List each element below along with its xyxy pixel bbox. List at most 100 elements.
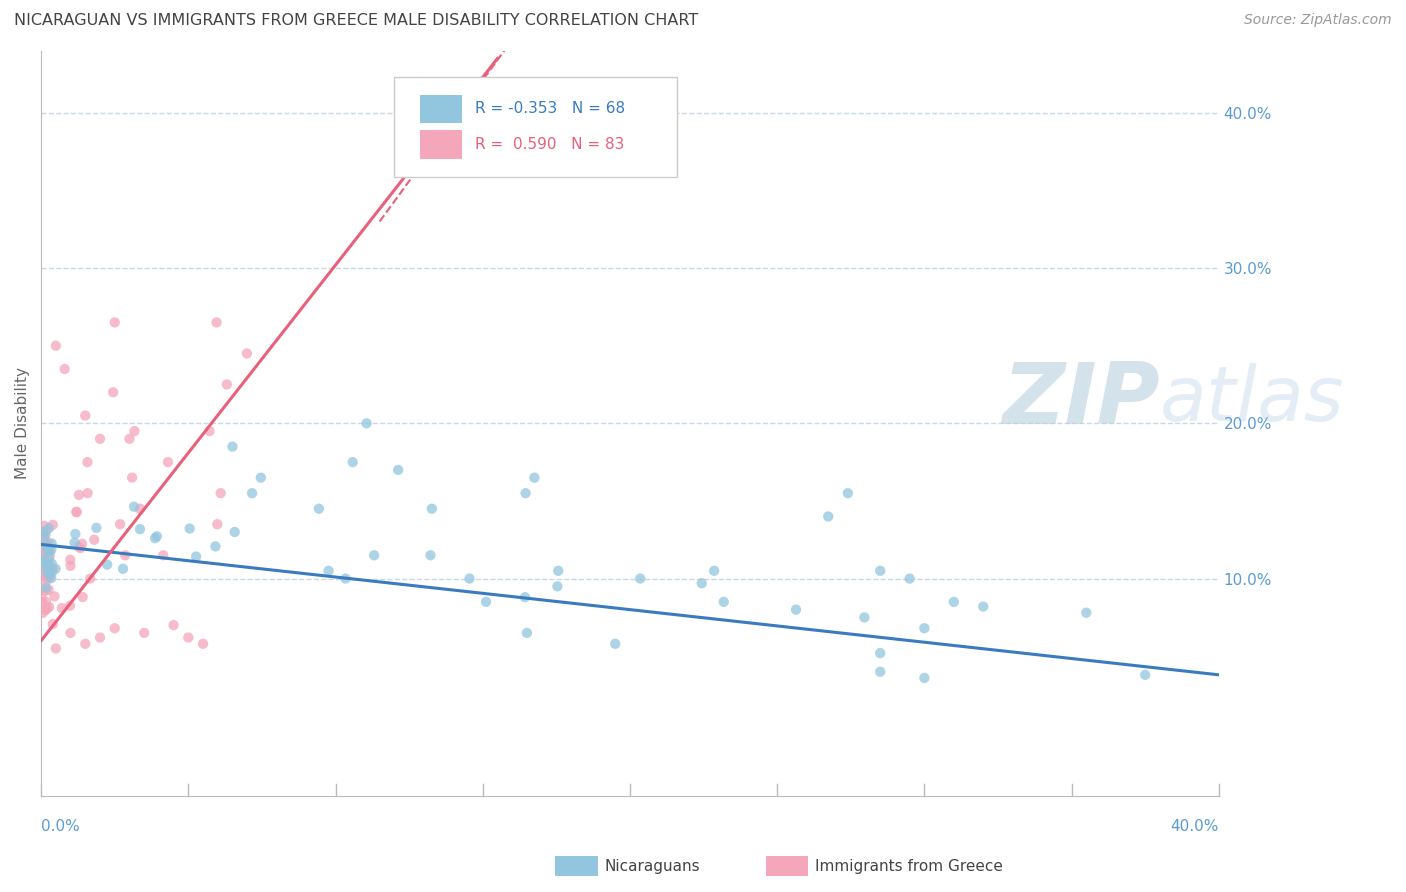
Point (59, 558, 82, 573)
Point (59, 599, 82, 613)
Point (104, 621, 127, 635)
Text: Source: ZipAtlas.com: Source: ZipAtlas.com (1244, 13, 1392, 28)
Point (35, 583, 58, 598)
Point (32, 524, 55, 539)
Point (335, 572, 357, 586)
Point (546, 579, 568, 593)
Point (38, 552, 60, 566)
Point (703, 564, 725, 578)
Point (70, 537, 93, 551)
Point (898, 572, 921, 586)
Text: NICARAGUAN VS IMMIGRANTS FROM GREECE MALE DISABILITY CORRELATION CHART: NICARAGUAN VS IMMIGRANTS FROM GREECE MAL… (14, 13, 699, 29)
Point (31, 595, 53, 609)
Point (35, 545, 58, 559)
Point (41, 542, 63, 557)
Point (853, 610, 876, 624)
Point (38, 544, 60, 558)
Point (42, 617, 65, 632)
Point (912, 621, 935, 635)
Point (32, 559, 55, 574)
Point (419, 549, 441, 563)
Text: Nicaraguans: Nicaraguans (605, 859, 700, 873)
Point (37, 542, 59, 557)
Point (1135, 668, 1157, 682)
Point (356, 417, 378, 431)
Point (124, 424, 146, 438)
Point (89, 432, 111, 446)
Point (236, 346, 259, 360)
Point (38, 558, 60, 572)
Point (162, 618, 184, 632)
Point (869, 665, 891, 679)
Point (249, 470, 271, 484)
Point (308, 501, 330, 516)
Point (32, 540, 55, 554)
Point (45, 339, 67, 353)
Point (177, 631, 200, 645)
Text: Immigrants from Greece: Immigrants from Greece (815, 859, 1004, 873)
Point (342, 455, 364, 469)
Point (134, 626, 156, 640)
Point (628, 572, 651, 586)
Point (89, 631, 111, 645)
Point (34, 603, 56, 617)
Point (41, 557, 63, 571)
Point (31, 606, 53, 620)
Point (41, 536, 63, 550)
Point (869, 646, 891, 660)
Point (513, 591, 536, 605)
Point (475, 595, 498, 609)
Point (387, 463, 409, 477)
Point (72, 590, 94, 604)
Point (32, 541, 55, 556)
Point (114, 549, 136, 563)
Point (34, 567, 56, 582)
Point (111, 562, 134, 576)
Point (32, 530, 55, 544)
Point (363, 549, 385, 563)
Text: ZIP: ZIP (1002, 359, 1160, 442)
Point (224, 524, 246, 539)
Point (32, 539, 55, 553)
Point (44, 590, 66, 604)
Text: 0.0%: 0.0% (41, 819, 80, 834)
Point (32, 558, 55, 572)
Point (204, 540, 226, 554)
FancyBboxPatch shape (420, 130, 461, 159)
Point (37, 535, 59, 549)
Point (101, 385, 124, 400)
Point (869, 564, 891, 578)
Point (45, 562, 67, 576)
Point (143, 531, 166, 545)
Point (65, 505, 87, 519)
Point (51, 601, 73, 615)
Point (32, 532, 55, 546)
Point (912, 671, 935, 685)
Point (32, 527, 55, 541)
Point (35, 574, 58, 588)
Point (191, 637, 214, 651)
Point (121, 470, 143, 484)
Point (67, 488, 90, 502)
Point (31, 552, 53, 566)
Point (179, 522, 201, 536)
Point (96, 558, 118, 572)
Point (458, 572, 481, 586)
Point (156, 455, 179, 469)
Point (972, 599, 994, 614)
Y-axis label: Male Disability: Male Disability (15, 368, 30, 479)
Point (67, 540, 90, 554)
Point (37, 566, 59, 581)
FancyBboxPatch shape (395, 77, 678, 178)
Point (35, 581, 58, 595)
Point (45, 641, 67, 656)
Point (38, 569, 60, 583)
Point (32, 549, 55, 563)
Point (129, 501, 152, 516)
Point (31, 591, 53, 606)
Point (215, 377, 238, 392)
Point (83, 533, 105, 547)
Point (37, 565, 59, 579)
Point (53, 362, 76, 376)
Point (129, 522, 152, 536)
